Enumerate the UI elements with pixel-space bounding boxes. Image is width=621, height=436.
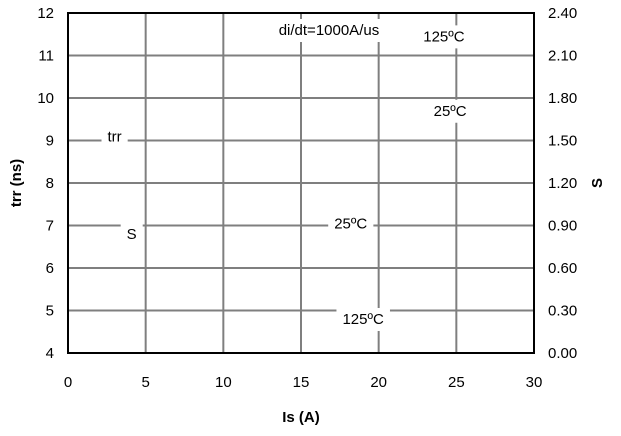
annotation: trr [101, 125, 128, 149]
x-tick-label: 20 [370, 374, 387, 391]
annotation: 25ºC [427, 99, 473, 123]
annotation: 25ºC [328, 212, 374, 236]
annotation: 125ºC [336, 308, 390, 331]
y-axis-title: trr (ns) [8, 159, 25, 207]
y-tick-label: 10 [37, 90, 54, 107]
y-tick-label: 11 [38, 48, 54, 65]
x-tick-label: 5 [141, 374, 149, 391]
annotation-text: trr [108, 128, 122, 145]
y-tick-label: 5 [46, 303, 54, 320]
y2-tick-label: 1.80 [548, 90, 577, 107]
annotation-text: 125ºC [342, 311, 384, 328]
y2-tick-label: 0.00 [548, 345, 577, 362]
annotation: 125ºC [417, 25, 471, 49]
y-tick-label: 8 [46, 175, 54, 192]
annotation: S [120, 223, 143, 246]
y2-tick-label: 2.40 [548, 5, 577, 22]
y2-tick-label: 0.90 [548, 218, 577, 235]
grid-lines [68, 13, 534, 353]
annotation-background [101, 125, 128, 149]
x-tick-label: 10 [215, 374, 232, 391]
x-tick-label: 0 [64, 374, 72, 391]
y-tick-label: 4 [46, 345, 54, 362]
annotation: di/dt=1000A/us [272, 19, 386, 42]
annotations: di/dt=1000A/us 125ºC 25ºC trr S 25ºC 125ºC [101, 19, 473, 331]
y-tick-label: 7 [46, 218, 54, 235]
y2-tick-label: 0.60 [548, 260, 577, 277]
x-tick-label: 30 [526, 374, 543, 391]
y2-tick-label: 0.30 [548, 303, 577, 320]
annotation-background [328, 212, 374, 236]
x-tick-label: 25 [448, 374, 465, 391]
annotation-text: 25ºC [434, 103, 467, 120]
annotation-text: 125ºC [423, 28, 465, 45]
annotation-text: 25ºC [334, 215, 367, 232]
y2-tick-label: 1.50 [548, 133, 577, 150]
y-tick-labels: 4 5 6 7 8 9 10 11 12 [37, 5, 54, 362]
x-tick-labels: 0 5 10 15 20 25 30 [64, 374, 543, 391]
y2-tick-labels: 0.00 0.30 0.60 0.90 1.20 1.50 1.80 2.10 2.40 [548, 5, 577, 362]
y-tick-label: 6 [46, 260, 54, 277]
annotation-background [120, 223, 143, 246]
annotation-background [417, 25, 471, 49]
y2-tick-label: 1.20 [548, 175, 577, 192]
annotation-text: di/dt=1000A/us [279, 22, 380, 39]
plot-frame [67, 12, 535, 354]
y-tick-label: 12 [37, 5, 54, 22]
annotation-background [272, 19, 386, 42]
x-axis-title: Is (A) [282, 409, 320, 426]
annotation-background [336, 308, 390, 331]
y2-axis-title: S [589, 178, 606, 188]
y2-tick-label: 2.10 [548, 48, 577, 65]
y-tick-label: 9 [46, 133, 54, 150]
annotation-text: S [127, 226, 137, 243]
x-tick-label: 15 [293, 374, 310, 391]
annotation-background [427, 99, 473, 123]
